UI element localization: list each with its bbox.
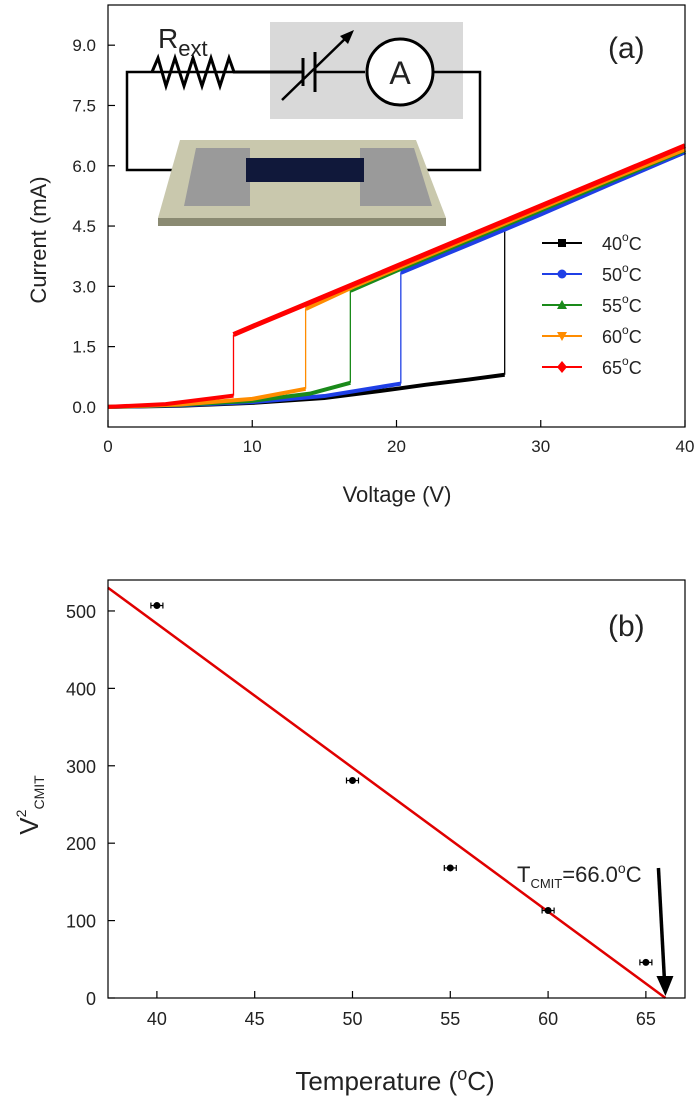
y-axis-label-a: Current (mA) <box>26 176 51 303</box>
circuit-wire <box>125 70 303 172</box>
variable-arrow-head <box>340 30 354 44</box>
data-point <box>446 864 454 872</box>
panel-b: 40 45 50 55 60 65 0 100 200 300 400 500 (b) Tempera… <box>13 579 686 1096</box>
panel-label-b: (b) <box>608 610 645 643</box>
data-point <box>544 907 552 915</box>
legend-label-55: 55oC <box>602 292 642 316</box>
annotation-tcmit: TCMIT=66.0oC <box>517 860 642 891</box>
annotation-arrow <box>656 867 667 981</box>
device-electrode-left <box>184 148 250 206</box>
y-tick-label-b: 100 <box>66 912 96 932</box>
panel-label-a: (a) <box>608 32 645 65</box>
circuit-inset: A Rext <box>125 22 482 226</box>
legend-a: 40oC 50oC 55oC 60oC 65oC <box>542 230 642 378</box>
legend-marker-50 <box>557 269 567 279</box>
x-tick-label-a: 20 <box>387 437 406 456</box>
y-tick-label-b: 300 <box>66 757 96 777</box>
resistor-label: Rext <box>158 23 208 61</box>
legend-label-40: 40oC <box>602 230 642 254</box>
y-tick-label-a: 4.5 <box>72 217 96 236</box>
data-point <box>642 958 650 966</box>
series-line-low-65 <box>107 393 234 409</box>
y-tick-label-a: 7.5 <box>72 96 96 115</box>
y-tick-label-b: 200 <box>66 834 96 854</box>
y-tick-label-a: 1.5 <box>72 338 96 357</box>
axes-b: 40 45 50 55 60 65 0 100 200 300 400 500 <box>66 579 686 1029</box>
device-substrate-side <box>158 218 446 226</box>
device-electrode-right <box>360 148 432 206</box>
legend-marker-60 <box>557 332 567 341</box>
x-axis-label-a: Voltage (V) <box>343 482 452 507</box>
x-tick-label-a: 10 <box>243 437 262 456</box>
legend-label-65: 65oC <box>602 354 642 378</box>
legend-label-60: 60oC <box>602 323 642 347</box>
x-tick-label-b: 60 <box>538 1009 558 1029</box>
circuit-wire-right <box>424 70 482 172</box>
ammeter-label: A <box>389 55 411 91</box>
legend-marker-40 <box>558 239 566 247</box>
device-film <box>246 158 364 182</box>
plot-frame-b <box>107 579 686 999</box>
axes-a: 0 10 20 30 40 0.0 1.5 3.0 4.5 6.0 7.5 9.0 <box>72 4 695 456</box>
resistor-icon <box>150 53 303 92</box>
variable-arrow-icon <box>281 33 351 101</box>
fit-line <box>107 586 667 1000</box>
y-tick-label-a: 0.0 <box>72 398 96 417</box>
x-tick-label-b: 65 <box>636 1009 656 1029</box>
series-line-high-65 <box>232 143 686 337</box>
y-tick-label-b: 500 <box>66 602 96 622</box>
data-point <box>153 602 161 610</box>
legend-marker-55 <box>557 300 567 309</box>
x-tick-label-b: 40 <box>147 1009 167 1029</box>
y-axis-label-b: V2CMIT <box>13 775 47 835</box>
legend-marker-65 <box>557 361 567 373</box>
x-tick-label-b: 55 <box>440 1009 460 1029</box>
annotation-arrow-head <box>656 976 674 996</box>
y-tick-label-b: 400 <box>66 679 96 699</box>
x-tick-label-a: 40 <box>676 437 695 456</box>
x-tick-label-a: 30 <box>531 437 550 456</box>
y-tick-label-a: 6.0 <box>72 157 96 176</box>
legend-label-50: 50oC <box>602 261 642 285</box>
y-tick-label-a: 3.0 <box>72 277 96 296</box>
x-axis-label-b: Temperature (oC) <box>295 1064 494 1096</box>
y-tick-label-a: 9.0 <box>72 36 96 55</box>
y-tick-label-b: 0 <box>86 989 96 1009</box>
x-tick-label-a: 0 <box>103 437 112 456</box>
x-tick-label-b: 45 <box>245 1009 265 1029</box>
data-point <box>348 776 356 784</box>
plot-frame-a <box>107 4 686 428</box>
x-tick-label-b: 50 <box>342 1009 362 1029</box>
ammeter-icon <box>365 37 435 107</box>
panel-a: A Rext 0 10 20 30 40 0.0 1.5 3.0 4.5 6.0 7.5 9.0 (a… <box>26 4 695 507</box>
